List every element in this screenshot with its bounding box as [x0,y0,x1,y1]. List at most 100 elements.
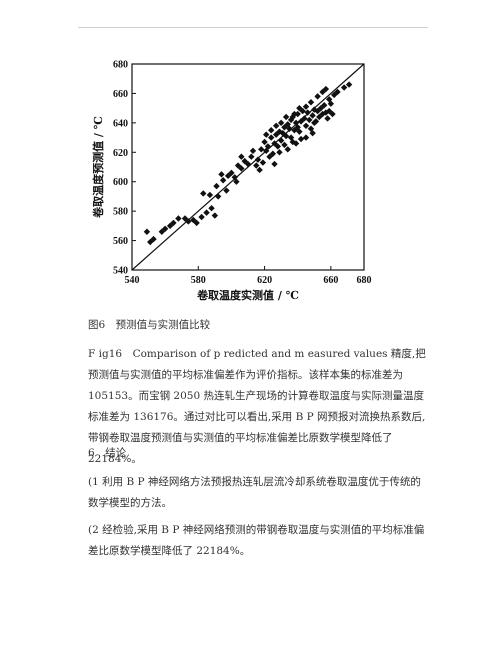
data-point [314,93,321,100]
data-point [286,125,293,132]
data-point [301,115,308,122]
data-point [281,141,288,149]
data-point [296,128,303,135]
data-point [281,124,288,131]
data-point [263,131,270,138]
data-point [311,119,318,127]
data-point [198,213,205,221]
conclusion-2: (2 经检验,采用 B P 神经网络预测的带钢卷取温度与实测值的平均标准偏差比原… [88,524,425,557]
data-point [185,218,192,225]
data-point [284,146,291,153]
data-point [150,235,157,243]
y-tick-label: 560 [113,236,128,247]
data-point [203,209,210,216]
data-point [254,156,262,163]
data-point [266,153,273,160]
data-point [256,166,263,174]
y-axis-label: 卷取温度预测值 / ℃ [91,116,105,219]
data-point [143,228,151,235]
data-point [268,134,275,141]
x-tick-label: 620 [257,275,272,286]
section-heading: 6 结论 [88,447,127,459]
data-point [302,134,310,141]
data-point [276,149,283,156]
x-tick-label: 540 [125,275,140,286]
data-point [261,138,268,146]
data-point [274,143,282,150]
x-tick-label: 680 [357,275,372,286]
data-point [253,162,260,169]
data-point [259,159,267,166]
data-point [294,124,301,131]
data-point [277,137,285,144]
data-point [277,119,285,127]
data-point [208,205,215,212]
data-point [302,122,310,129]
figure-caption: 图6 预测值与实测值比较 [88,319,211,331]
header-rule [78,27,428,28]
data-point [326,96,333,103]
data-point [334,88,341,96]
y-tick-label: 600 [113,177,128,188]
data-point [233,178,240,185]
data-point [289,113,296,121]
y-tick-label: 540 [113,266,128,277]
data-point [291,110,298,118]
data-point [244,160,252,168]
data-point [306,116,313,124]
data-point [329,110,336,118]
data-point [181,215,189,222]
x-tick-label: 660 [323,275,338,286]
data-point [224,172,232,180]
data-point [206,191,214,199]
data-point [340,84,348,91]
data-point [170,219,177,227]
data-point [213,182,220,190]
data-point [218,171,225,178]
y-tick-label: 680 [113,60,128,71]
data-point [211,212,219,219]
conclusion-1: (1 利用 B P 神经网络方法预报热连轧层流冷却系统卷取温度优于传统的数学模型… [88,476,421,509]
data-point [304,109,311,116]
plot-frame [131,63,365,271]
data-point [309,112,316,119]
data-point [249,147,257,155]
data-point [272,122,280,129]
data-point [248,153,255,160]
data-point [271,160,278,168]
data-point [297,118,305,125]
data-point [302,103,310,110]
data-point [276,128,283,135]
data-point [291,127,298,134]
x-axis-label: 卷取温度实测值 / ℃ [196,288,299,302]
data-point [307,99,315,106]
y-tick-label: 660 [113,89,128,100]
data-point [223,187,230,194]
data-point [238,165,245,172]
y-tick-label: 580 [113,207,128,218]
scatter-chart: 540 560 580 600 620 640 660 680 540 580 620 660 680 卷… [91,60,372,303]
data-point [258,146,265,153]
x-tick-label: 580 [191,275,206,286]
data-point [294,110,301,118]
data-point [345,81,353,88]
data-point [292,140,300,147]
data-point [321,102,328,109]
data-point [297,135,305,143]
data-point [161,225,169,232]
data-point [324,115,331,122]
data-point [282,113,290,121]
data-point [193,219,200,227]
data-point [175,215,182,222]
data-point [200,190,207,197]
paragraph-text: F ig16 Comparison of p redicted and m ea… [88,348,426,465]
body-paragraph-1: F ig16 Comparison of p redicted and m ea… [88,344,430,470]
data-point [238,153,245,160]
data-point [316,113,323,121]
y-tick-label: 640 [113,118,128,129]
data-point [214,193,222,200]
data-point [268,127,275,134]
data-point [263,147,270,155]
data-point [307,125,315,132]
data-point [231,174,238,181]
